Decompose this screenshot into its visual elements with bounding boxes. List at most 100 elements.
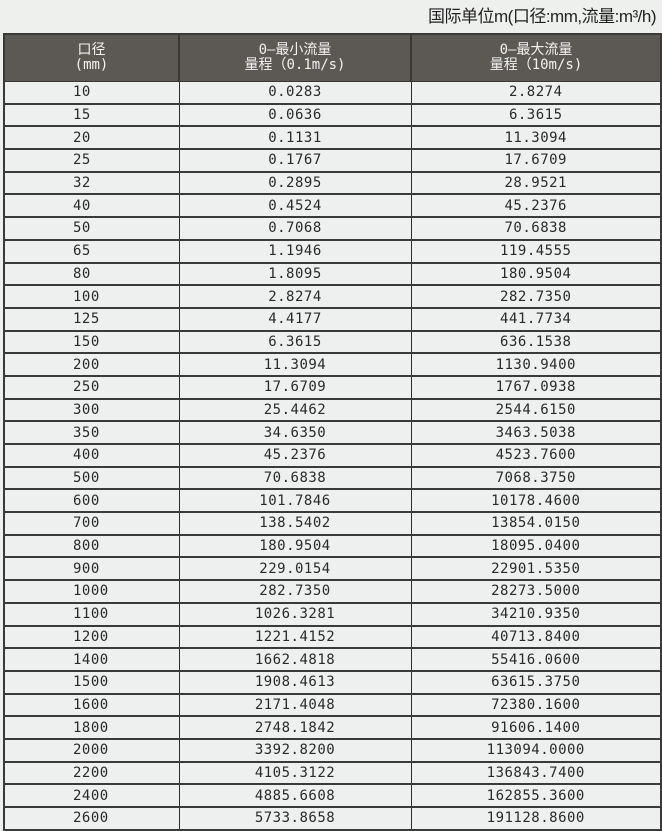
table-row: 15 0.0636 6.3615 (3, 103, 662, 128)
cell-max-flow: 40713.8400 (410, 625, 662, 650)
cell-diameter: 1600 (3, 693, 180, 718)
header-max-flow: 0—最大流量 量程（10m/s) (410, 33, 662, 82)
cell-max-flow: 7068.3750 (410, 466, 662, 491)
cell-min-flow: 1221.4152 (178, 625, 412, 650)
table-row: 200 11.3094 1130.9400 (3, 352, 662, 377)
cell-diameter: 1100 (3, 602, 180, 627)
cell-diameter: 15 (3, 103, 180, 128)
cell-min-flow: 2171.4048 (178, 693, 412, 718)
cell-min-flow: 4105.3122 (178, 761, 412, 786)
cell-max-flow: 1130.9400 (410, 352, 662, 377)
cell-max-flow: 180.9504 (410, 262, 662, 287)
header-diameter: 口径 (mm) (3, 33, 180, 82)
cell-min-flow: 0.0636 (178, 103, 412, 128)
header-min-flow: 0—最小流量 量程（0.1m/s) (178, 33, 412, 82)
cell-diameter: 1800 (3, 715, 180, 740)
table-row: 50 0.7068 70.6838 (3, 216, 662, 241)
cell-diameter: 2000 (3, 738, 180, 763)
table-row: 2200 4105.3122 136843.7400 (3, 761, 662, 786)
cell-diameter: 900 (3, 556, 180, 582)
cell-max-flow: 136843.7400 (410, 761, 662, 786)
cell-diameter: 125 (3, 307, 180, 332)
cell-diameter: 10 (3, 80, 180, 105)
table-row: 1200 1221.4152 40713.8400 (3, 625, 662, 650)
cell-max-flow: 11.3094 (410, 125, 662, 151)
cell-max-flow: 13854.0150 (410, 511, 662, 536)
cell-max-flow: 636.1538 (410, 330, 662, 355)
table-row: 1100 1026.3281 34210.9350 (3, 602, 662, 627)
table-row: 2000 3392.8200 113094.0000 (3, 738, 662, 763)
cell-min-flow: 3392.8200 (178, 738, 412, 763)
cell-max-flow: 70.6838 (410, 216, 662, 241)
cell-max-flow: 45.2376 (410, 193, 662, 219)
header-line: (mm) (74, 57, 109, 73)
table-row: 700 138.5402 13854.0150 (3, 511, 662, 536)
cell-min-flow: 25.4462 (178, 398, 412, 423)
header-line: 0—最大流量 (499, 42, 573, 58)
cell-diameter: 65 (3, 239, 180, 264)
table-row: 10 0.0283 2.8274 (3, 80, 662, 105)
table-row: 350 34.6350 3463.5038 (3, 420, 662, 445)
cell-diameter: 1500 (3, 670, 180, 695)
cell-min-flow: 17.6709 (178, 375, 412, 400)
table-row: 80 1.8095 180.9504 (3, 262, 662, 287)
cell-max-flow: 3463.5038 (410, 420, 662, 445)
cell-min-flow: 0.7068 (178, 216, 412, 241)
cell-diameter: 40 (3, 193, 180, 219)
table-row: 500 70.6838 7068.3750 (3, 466, 662, 491)
flow-range-table: 口径 (mm) 0—最小流量 量程（0.1m/s) 0—最大流量 量程（10m/s) … (3, 33, 662, 831)
cell-diameter: 2200 (3, 761, 180, 786)
table-row: 25 0.1767 17.6709 (3, 148, 662, 173)
cell-max-flow: 63615.3750 (410, 670, 662, 695)
cell-diameter: 2600 (3, 806, 180, 831)
cell-min-flow: 180.9504 (178, 534, 412, 559)
cell-max-flow: 10178.4600 (410, 488, 662, 514)
header-line: 口径 (77, 42, 106, 58)
header-row: 口径 (mm) 0—最小流量 量程（0.1m/s) 0—最大流量 量程（10m/s) (3, 33, 662, 82)
cell-max-flow: 191128.8600 (410, 806, 662, 831)
cell-min-flow: 2.8274 (178, 284, 412, 309)
cell-min-flow: 1908.4613 (178, 670, 412, 695)
cell-diameter: 500 (3, 466, 180, 491)
table-row: 1500 1908.4613 63615.3750 (3, 670, 662, 695)
cell-max-flow: 2544.6150 (410, 398, 662, 423)
cell-max-flow: 22901.5350 (410, 556, 662, 582)
cell-diameter: 25 (3, 148, 180, 173)
cell-diameter: 80 (3, 262, 180, 287)
cell-min-flow: 0.0283 (178, 80, 412, 105)
cell-max-flow: 34210.9350 (410, 602, 662, 627)
cell-diameter: 300 (3, 398, 180, 423)
table-row: 1000 282.7350 28273.5000 (3, 579, 662, 604)
cell-diameter: 2400 (3, 783, 180, 808)
cell-min-flow: 1662.4818 (178, 647, 412, 672)
table-row: 1400 1662.4818 55416.0600 (3, 647, 662, 672)
units-caption: 国际单位m(口径:mm,流量:m³/h) (428, 7, 656, 26)
cell-min-flow: 5733.8658 (178, 806, 412, 831)
cell-diameter: 700 (3, 511, 180, 536)
cell-min-flow: 6.3615 (178, 330, 412, 355)
table-row: 400 45.2376 4523.7600 (3, 443, 662, 468)
table-row: 1800 2748.1842 91606.1400 (3, 715, 662, 740)
cell-diameter: 20 (3, 125, 180, 151)
cell-min-flow: 1.8095 (178, 262, 412, 287)
table-row: 1600 2171.4048 72380.1600 (3, 693, 662, 718)
cell-min-flow: 0.1767 (178, 148, 412, 173)
cell-min-flow: 2748.1842 (178, 715, 412, 740)
cell-min-flow: 0.2895 (178, 171, 412, 196)
cell-min-flow: 0.4524 (178, 193, 412, 219)
cell-max-flow: 28.9521 (410, 171, 662, 196)
cell-diameter: 50 (3, 216, 180, 241)
table-row: 800 180.9504 18095.0400 (3, 534, 662, 559)
table-row: 300 25.4462 2544.6150 (3, 398, 662, 423)
table-row: 32 0.2895 28.9521 (3, 171, 662, 196)
cell-min-flow: 4885.6608 (178, 783, 412, 808)
table-row: 65 1.1946 119.4555 (3, 239, 662, 264)
cell-min-flow: 11.3094 (178, 352, 412, 377)
cell-max-flow: 91606.1400 (410, 715, 662, 740)
table-row: 100 2.8274 282.7350 (3, 284, 662, 309)
cell-min-flow: 282.7350 (178, 579, 412, 604)
cell-min-flow: 45.2376 (178, 443, 412, 468)
cell-max-flow: 441.7734 (410, 307, 662, 332)
table-row: 2600 5733.8658 191128.8600 (3, 806, 662, 831)
header-line: 0—最小流量 (258, 42, 332, 58)
